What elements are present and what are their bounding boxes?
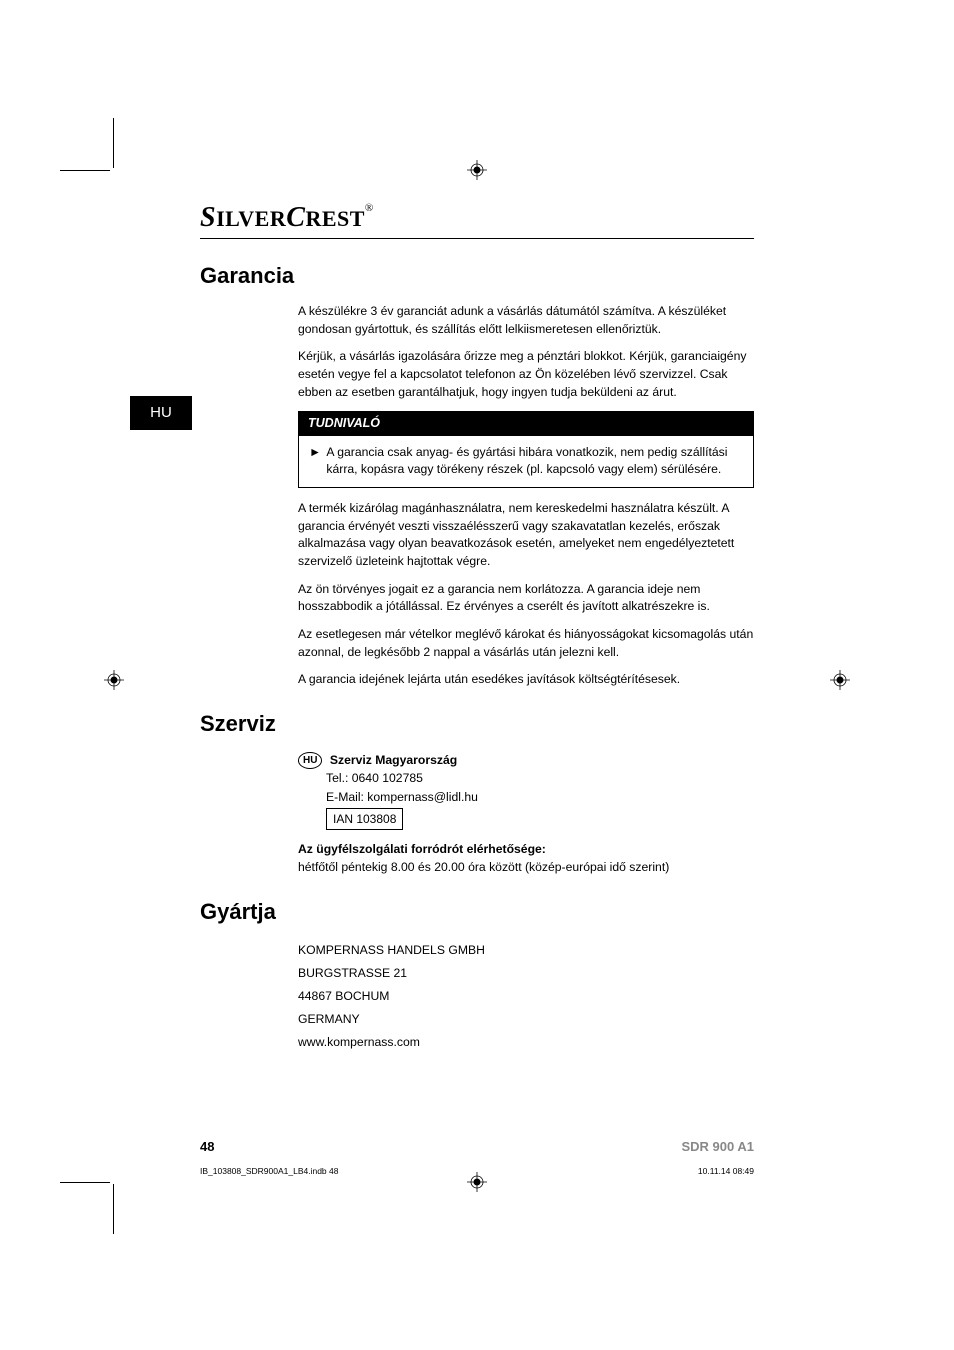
- triangle-bullet-icon: ►: [309, 444, 323, 462]
- main-content: Garancia A készülékre 3 év garanciát adu…: [200, 263, 754, 1054]
- hotline-label: Az ügyfélszolgálati forródrót elérhetősé…: [298, 840, 754, 858]
- crop-mark: [113, 118, 114, 168]
- heading-garancia: Garancia: [200, 263, 754, 289]
- section-szerviz: Szerviz HU Szerviz Magyarország Tel.: 06…: [200, 711, 754, 876]
- note-text: A garancia csak anyag- és gyártási hibár…: [326, 444, 742, 479]
- header-rule: [200, 238, 754, 239]
- hotline-hours: hétfőtől péntekig 8.00 és 20.00 óra közö…: [298, 858, 754, 876]
- note-header: TUDNIVALÓ: [298, 411, 754, 435]
- print-time: 10.11.14 08:49: [698, 1166, 754, 1176]
- model-number: SDR 900 A1: [682, 1139, 755, 1154]
- print-file: IB_103808_SDR900A1_LB4.indb 48: [200, 1166, 338, 1176]
- service-tel: Tel.: 0640 102785: [326, 769, 754, 787]
- service-name: Szerviz Magyarország: [330, 753, 457, 767]
- manufacturer-url: www.kompernass.com: [298, 1031, 754, 1054]
- crop-mark: [60, 1182, 110, 1183]
- crop-mark: [60, 170, 110, 171]
- heading-szerviz: Szerviz: [200, 711, 754, 737]
- service-email: E-Mail: kompernass@lidl.hu: [326, 788, 754, 806]
- hotline-block: Az ügyfélszolgálati forródrót elérhetősé…: [298, 840, 754, 877]
- crop-mark: [113, 1184, 114, 1234]
- country-oval-icon: HU: [298, 752, 322, 769]
- heading-gyartja: Gyártja: [200, 899, 754, 925]
- language-tab: HU: [130, 396, 192, 430]
- paragraph: A termék kizárólag magánhasználatra, nem…: [298, 500, 754, 571]
- manufacturer-line: 44867 BOCHUM: [298, 985, 754, 1008]
- manufacturer-line: BURGSTRASSE 21: [298, 962, 754, 985]
- manufacturer-line: KOMPERNASS HANDELS GMBH: [298, 939, 754, 962]
- paragraph: Az esetlegesen már vételkor meglévő káro…: [298, 626, 754, 661]
- page-number: 48: [200, 1139, 214, 1154]
- paragraph: A garancia idejének lejárta után esedéke…: [298, 671, 754, 689]
- ian-box: IAN 103808: [326, 808, 403, 830]
- manufacturer-line: GERMANY: [298, 1008, 754, 1031]
- note-box: TUDNIVALÓ ► A garancia csak anyag- és gy…: [298, 411, 754, 488]
- section-gyartja: Gyártja KOMPERNASS HANDELS GMBH BURGSTRA…: [200, 899, 754, 1055]
- page-footer: 48 SDR 900 A1: [200, 1139, 754, 1154]
- brand-logo: SILVERCREST®: [200, 202, 839, 234]
- paragraph: Kérjük, a vásárlás igazolására őrizze me…: [298, 348, 754, 401]
- note-body: ► A garancia csak anyag- és gyártási hib…: [298, 436, 754, 488]
- paragraph: Az ön törvényes jogait ez a garancia nem…: [298, 581, 754, 616]
- service-country-line: HU Szerviz Magyarország: [298, 751, 754, 769]
- section-garancia: Garancia A készülékre 3 év garanciát adu…: [200, 263, 754, 689]
- print-info: IB_103808_SDR900A1_LB4.indb 48 10.11.14 …: [200, 1166, 754, 1176]
- paragraph: A készülékre 3 év garanciát adunk a vásá…: [298, 303, 754, 338]
- page-content: SILVERCREST® HU Garancia A készülékre 3 …: [115, 172, 839, 1182]
